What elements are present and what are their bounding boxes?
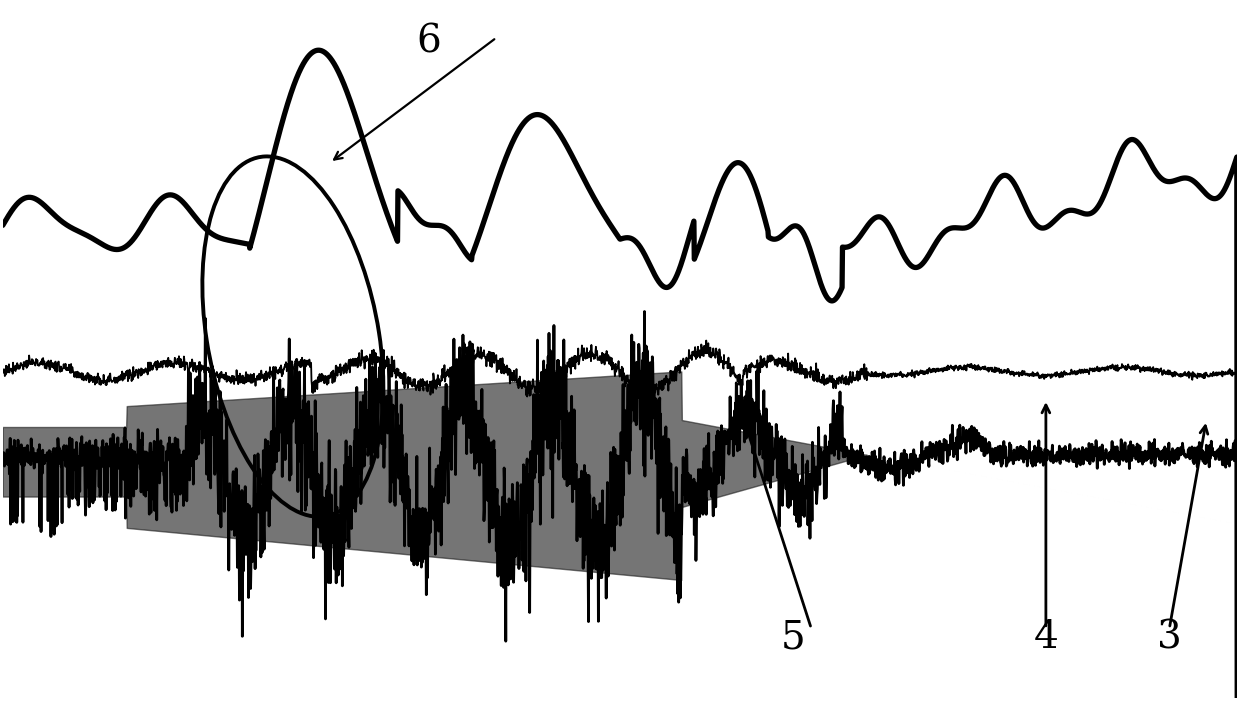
Text: 4: 4 (1033, 620, 1058, 657)
Text: 6: 6 (417, 24, 441, 61)
Text: 5: 5 (780, 620, 805, 657)
Text: 3: 3 (1157, 620, 1182, 657)
